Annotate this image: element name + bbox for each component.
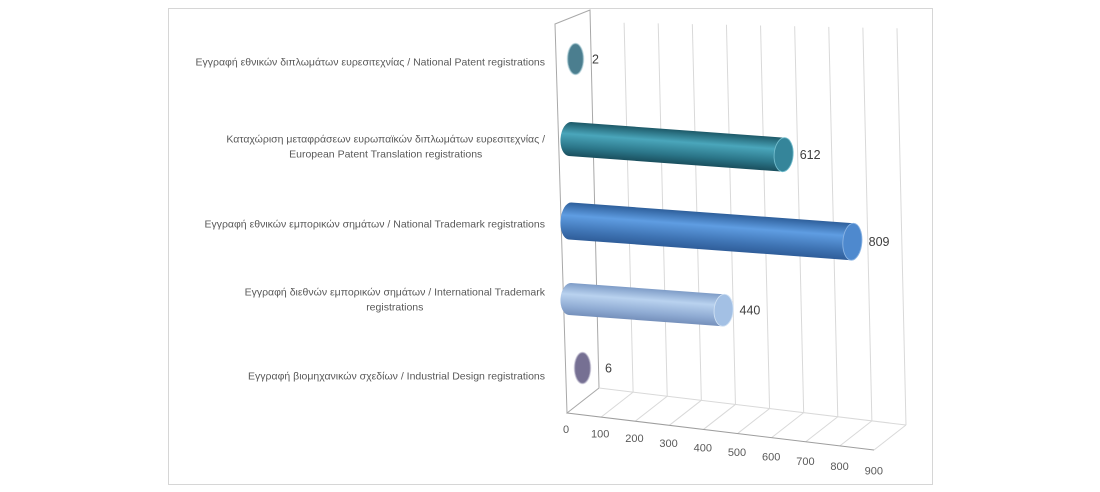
tick-label-500: 500 [728, 447, 746, 459]
x-axis-line [566, 412, 875, 451]
bar-cylinder [573, 351, 592, 385]
bar-body [560, 283, 734, 327]
grid-line-floor [737, 408, 770, 434]
bar-end-cap [842, 222, 863, 261]
tick-label-100: 100 [591, 429, 609, 441]
bar-cylinder [560, 122, 794, 173]
value-label: 6 [605, 362, 612, 376]
category-label: Εγγραφή βιομηχανικών σχεδίων / Industria… [248, 370, 545, 383]
grid-line-floor [873, 424, 907, 451]
tick-label-600: 600 [762, 452, 780, 464]
grid-line-floor [669, 399, 702, 426]
bar-body [560, 202, 862, 261]
chart-frame: 2 612 809 440 6 0 100 200 300 400 500 600 700 800 900 … [168, 8, 933, 485]
value-label: 2 [592, 53, 599, 67]
value-label: 809 [869, 235, 890, 249]
bar-cylinder [566, 42, 585, 76]
tick-label-300: 300 [659, 438, 677, 450]
value-label: 612 [800, 148, 821, 162]
bar-end-cap [773, 137, 794, 173]
grid-line-floor [634, 395, 668, 422]
tick-label-400: 400 [694, 442, 712, 454]
value-label: 440 [740, 304, 761, 318]
grid-line [896, 28, 907, 426]
tick-label-900: 900 [865, 465, 883, 477]
tick-label-700: 700 [796, 456, 814, 468]
bar-cylinder [560, 283, 734, 327]
grid-line-floor [805, 416, 839, 443]
floor-back-edge [598, 387, 907, 426]
grid-line-floor [839, 420, 873, 447]
grid-line-floor [703, 404, 736, 430]
plot-area: 2 612 809 440 6 0 100 200 300 400 500 600 700 800 900 [554, 9, 907, 477]
category-label: Εγγραφή διεθνών εμπορικών σημάτων / Inte… [244, 286, 545, 313]
category-label: Εγγραφή εθνικών διπλωμάτων ευρεσιτεχνίας… [195, 56, 546, 69]
category-label: Καταχώριση μεταφράσεων ευρωπαϊκών διπλωμ… [226, 133, 545, 160]
tick-label-200: 200 [625, 433, 643, 445]
tick-label-0: 0 [563, 424, 569, 436]
grid-line-floor [600, 391, 634, 418]
bar-end-cap [713, 293, 734, 327]
grid-line [862, 27, 873, 421]
bar-cylinder [560, 202, 863, 261]
tick-label-800: 800 [830, 461, 848, 473]
bar-body [560, 122, 794, 172]
grid-line-floor [771, 412, 804, 439]
category-label: Εγγραφή εθνικών εμπορικών σημάτων / Nati… [204, 218, 545, 231]
